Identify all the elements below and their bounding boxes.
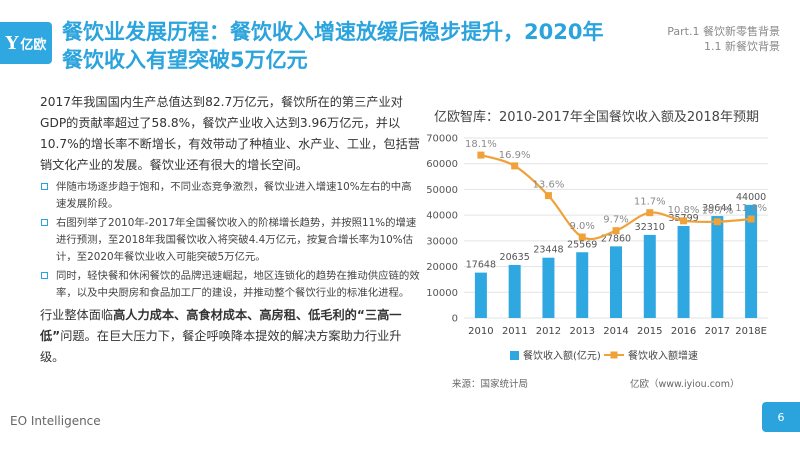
- bar-value-label: 32310: [635, 222, 665, 233]
- square-bullet-icon: [41, 219, 48, 226]
- bar-value-label: 23448: [533, 245, 563, 256]
- page-title: 餐饮业发展历程：餐饮收入增速放缓后稳步提升，2020年餐饮收入有望突破5万亿元: [62, 20, 604, 72]
- x-tick-label: 2014: [603, 326, 628, 337]
- bar-value-label: 17648: [466, 260, 496, 271]
- growth-value-label: 11.7%: [634, 197, 666, 208]
- bullet-text: 同时，轻快餐和休闲餐饮的品牌迅速崛起，地区连锁化的趋势在推动供应链的效率，以及中…: [56, 270, 420, 299]
- bullet-text: 右图列举了2010年-2017年全国餐饮收入的阶梯增长趋势，并按照11%的增速进…: [56, 217, 417, 263]
- legend-line-label: 餐饮收入额增速: [628, 349, 698, 362]
- breadcrumb-part: Part.1 餐饮新零售背景: [667, 25, 780, 38]
- page-number: 6: [762, 402, 800, 432]
- square-bullet-icon: [41, 183, 48, 190]
- x-tick-label: 2015: [637, 326, 662, 337]
- bar: [677, 225, 690, 318]
- bar: [508, 264, 521, 318]
- bar: [643, 234, 656, 318]
- bar: [474, 272, 487, 318]
- bar-value-label: 20635: [500, 252, 530, 263]
- closing-paragraph: 行业整体面临高人力成本、高食材成本、高房租、低毛利的“三高一低”问题。在巨大压力…: [40, 305, 420, 368]
- y-tick-label: 50000: [426, 185, 458, 196]
- body-text: 2017年我国国内生产总值达到82.7万亿元，餐饮所在的第三产业对GDP的贡献率…: [40, 92, 420, 368]
- logo-text: 亿欧: [20, 37, 47, 53]
- source-credit: 亿欧（www.iyiou.com）: [630, 379, 740, 390]
- y-tick-label: 40000: [426, 211, 458, 222]
- closing-text-post: 问题。在巨大压力下，餐企呼唤降本提效的解决方案助力行业升级。: [40, 329, 402, 364]
- y-tick-label: 60000: [426, 159, 458, 170]
- intro-paragraph: 2017年我国国内生产总值达到82.7万亿元，餐饮所在的第三产业对GDP的贡献率…: [40, 95, 420, 172]
- growth-value-label: 10.7%: [701, 206, 733, 217]
- y-tick-label: 30000: [426, 236, 458, 247]
- bar: [711, 216, 724, 318]
- growth-value-label: 16.9%: [499, 150, 531, 161]
- y-tick-label: 70000: [426, 134, 458, 145]
- source-note: 来源：国家统计局: [452, 379, 529, 390]
- growth-point: [747, 215, 755, 223]
- growth-value-label: 9.0%: [570, 221, 595, 232]
- breadcrumb: Part.1 餐饮新零售背景 1.1 新餐饮背景: [667, 24, 780, 54]
- bullet-item: 同时，轻快餐和休闲餐饮的品牌迅速崛起，地区连锁化的趋势在推动供应链的效率，以及中…: [40, 268, 420, 302]
- square-bullet-icon: [41, 272, 48, 279]
- growth-point: [477, 151, 485, 159]
- closing-text-pre: 行业整体面临: [40, 308, 114, 322]
- bullet-list: 伴随市场逐步趋于饱和，不同业态竞争激烈，餐饮业进入增速10%左右的中高速发展阶段…: [40, 179, 420, 302]
- bullet-text: 伴随市场逐步趋于饱和，不同业态竞争激烈，餐饮业进入增速10%左右的中高速发展阶段…: [56, 181, 412, 210]
- growth-value-label: 11.0%: [735, 203, 767, 214]
- growth-value-label: 18.1%: [465, 139, 497, 150]
- footer-brand: EO Intelligence: [10, 414, 101, 428]
- growth-point: [713, 218, 721, 226]
- bar: [542, 257, 555, 318]
- legend-bar-swatch: [510, 351, 519, 360]
- bullet-item: 右图列举了2010年-2017年全国餐饮收入的阶梯增长趋势，并按照11%的增速进…: [40, 215, 420, 266]
- revenue-growth-chart: 70000 60000 50000 40000 30000 20000 10000 0 1764…: [426, 134, 768, 362]
- bar: [576, 252, 589, 318]
- breadcrumb-section: 1.1 新餐饮背景: [704, 40, 780, 53]
- legend-bar-label: 餐饮收入额(亿元): [523, 349, 601, 362]
- x-tick-label: 2017: [705, 326, 730, 337]
- growth-line: [480, 154, 752, 241]
- bullet-item: 伴随市场逐步趋于饱和，不同业态竞争激烈，餐饮业进入增速10%左右的中高速发展阶段…: [40, 179, 420, 213]
- closing-text-bold: 高人力成本、高食材成本、高房租、低毛利的“三高一低”: [40, 308, 402, 343]
- growth-point: [578, 233, 586, 241]
- bar-value-label: 25569: [567, 239, 597, 250]
- x-tick-label: 2012: [536, 326, 561, 337]
- bar-value-label: 27860: [601, 233, 631, 244]
- bar-value-label: 39644: [702, 203, 732, 214]
- legend-line-marker: [610, 351, 618, 359]
- growth-point: [544, 192, 552, 200]
- bar-value-label: 44000: [736, 192, 766, 203]
- logo-y-icon: Y: [5, 32, 19, 54]
- growth-point: [646, 209, 654, 217]
- chart-title: 亿欧智库：2010-2017年全国餐饮收入额及2018年预期: [434, 110, 759, 125]
- y-tick-label: 20000: [426, 262, 458, 273]
- y-tick-label: 0: [452, 314, 458, 325]
- x-tick-label: 2018E: [735, 326, 767, 337]
- bar: [610, 246, 622, 318]
- x-tick-label: 2010: [468, 326, 493, 337]
- brand-logo: Y 亿欧: [0, 22, 52, 64]
- growth-value-label: 9.7%: [603, 215, 628, 226]
- y-tick-label: 10000: [426, 288, 458, 299]
- growth-point: [511, 162, 519, 170]
- growth-value-label: 13.6%: [533, 180, 565, 191]
- growth-point: [612, 227, 620, 235]
- bar: [745, 204, 758, 318]
- x-tick-label: 2016: [671, 326, 696, 337]
- growth-point: [680, 217, 688, 225]
- growth-value-label: 10.8%: [668, 205, 700, 216]
- x-tick-label: 2011: [502, 326, 527, 337]
- x-tick-label: 2013: [569, 326, 594, 337]
